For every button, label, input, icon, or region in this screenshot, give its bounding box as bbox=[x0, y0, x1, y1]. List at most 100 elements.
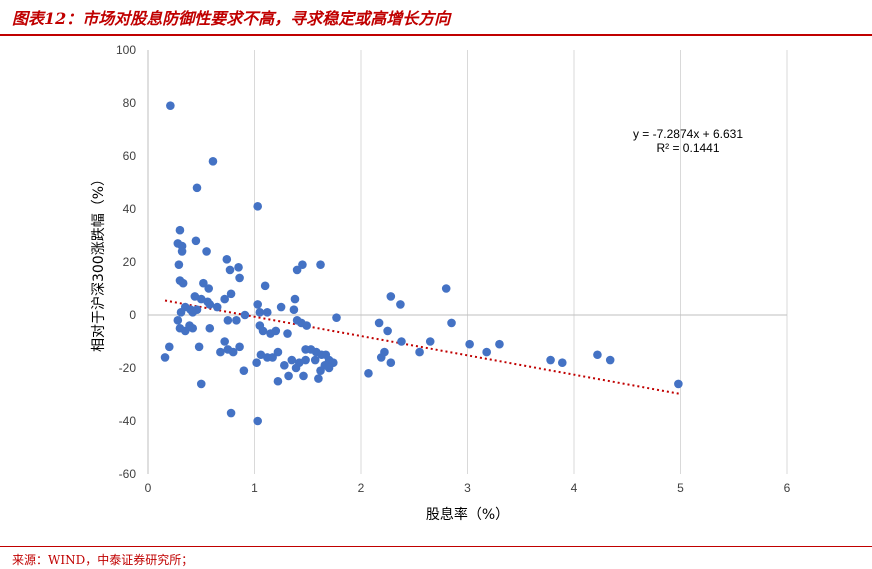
data-point bbox=[232, 316, 241, 325]
data-point bbox=[202, 247, 211, 256]
data-point bbox=[301, 345, 310, 354]
y-axis-title: 相对于沪深300涨跌幅（%） bbox=[91, 172, 107, 352]
y-tick-label: -60 bbox=[119, 467, 137, 481]
data-point bbox=[316, 260, 325, 269]
data-point bbox=[176, 308, 186, 317]
data-point bbox=[258, 326, 268, 336]
data-point bbox=[374, 318, 384, 328]
trendline bbox=[164, 299, 681, 395]
data-point bbox=[216, 347, 225, 357]
data-point bbox=[240, 310, 250, 320]
axes bbox=[147, 50, 787, 474]
data-point bbox=[415, 347, 424, 357]
data-point bbox=[465, 339, 474, 349]
data-point bbox=[441, 284, 451, 293]
data-point bbox=[299, 371, 308, 381]
data-point bbox=[301, 355, 310, 365]
data-point bbox=[291, 363, 301, 373]
data-point bbox=[283, 329, 292, 338]
x-tick-label: 4 bbox=[571, 481, 578, 495]
data-point bbox=[276, 302, 286, 312]
data-point bbox=[593, 350, 602, 360]
grid-lines bbox=[254, 50, 788, 474]
data-point bbox=[287, 355, 297, 365]
data-point bbox=[386, 358, 396, 368]
data-point bbox=[166, 101, 175, 110]
data-point bbox=[192, 183, 202, 193]
y-tick-label: -40 bbox=[119, 414, 137, 428]
data-point bbox=[290, 294, 300, 304]
x-axis-title: 股息率（%） bbox=[426, 506, 509, 523]
data-point bbox=[447, 318, 456, 328]
data-point bbox=[204, 284, 214, 293]
tick-labels: 0 1 2 3 4 5 6 -60 -40 -20 0 20 40 60 80 100 bbox=[116, 43, 791, 495]
chart-figure-title: 图表12：市场对股息防御性要求不高，寻求稳定或高增长方向 bbox=[12, 9, 451, 28]
data-point bbox=[364, 369, 373, 378]
trendline-layer bbox=[164, 299, 681, 395]
data-point bbox=[177, 247, 187, 256]
data-point bbox=[160, 353, 170, 362]
y-tick-label: 60 bbox=[123, 149, 137, 163]
x-tick-label: 6 bbox=[784, 481, 791, 495]
data-point bbox=[165, 342, 174, 352]
data-point bbox=[302, 321, 311, 330]
data-point bbox=[226, 408, 236, 418]
y-tick-label: 0 bbox=[129, 308, 136, 322]
data-point bbox=[674, 379, 683, 389]
data-point bbox=[253, 300, 262, 309]
data-point bbox=[262, 308, 272, 317]
y-tick-label: 80 bbox=[123, 96, 137, 110]
data-point bbox=[332, 313, 341, 322]
data-point bbox=[425, 337, 435, 346]
x-tick-label: 3 bbox=[464, 481, 471, 495]
data-point bbox=[396, 300, 405, 309]
data-point bbox=[273, 376, 283, 386]
data-point bbox=[205, 323, 215, 333]
data-point bbox=[225, 265, 235, 275]
data-point bbox=[324, 363, 334, 373]
y-tick-label: -20 bbox=[119, 361, 137, 375]
data-point bbox=[280, 361, 289, 370]
data-point bbox=[191, 236, 201, 246]
y-tick-label: 40 bbox=[123, 202, 137, 216]
data-point bbox=[220, 294, 229, 304]
data-point bbox=[212, 302, 222, 312]
data-point bbox=[222, 255, 232, 264]
data-point bbox=[495, 339, 504, 349]
data-point bbox=[289, 305, 299, 315]
data-point bbox=[268, 353, 277, 362]
footer-divider bbox=[0, 546, 872, 547]
data-point bbox=[316, 366, 325, 375]
data-point bbox=[260, 281, 270, 291]
data-point bbox=[255, 308, 265, 317]
data-point bbox=[223, 316, 233, 325]
data-point bbox=[256, 350, 266, 360]
data-point bbox=[310, 355, 320, 365]
y-tick-label: 100 bbox=[116, 43, 136, 57]
data-point bbox=[557, 358, 567, 368]
data-points bbox=[160, 101, 683, 426]
trendline-equation: y = -7.2874x + 6.631 bbox=[633, 127, 743, 141]
data-point bbox=[605, 355, 615, 365]
data-point bbox=[185, 321, 194, 330]
data-point bbox=[226, 289, 236, 299]
data-point bbox=[273, 347, 283, 357]
data-point bbox=[239, 366, 249, 375]
title-bar: 图表12：市场对股息防御性要求不高，寻求稳定或高增长方向 bbox=[0, 0, 872, 36]
data-point bbox=[194, 342, 204, 352]
data-point bbox=[234, 263, 243, 272]
data-point bbox=[205, 300, 215, 309]
data-point bbox=[178, 278, 188, 288]
data-point bbox=[546, 355, 555, 365]
data-point bbox=[314, 374, 323, 383]
x-tick-label: 0 bbox=[145, 481, 152, 495]
data-point bbox=[173, 316, 183, 325]
source-note: 来源：WIND，中泰证券研究所； bbox=[12, 553, 194, 567]
data-point bbox=[380, 347, 389, 357]
trendline-r-squared: R² = 0.1441 bbox=[656, 141, 719, 155]
data-point bbox=[220, 337, 229, 346]
data-point bbox=[383, 326, 392, 336]
data-point bbox=[386, 292, 396, 301]
x-tick-label: 5 bbox=[677, 481, 684, 495]
data-point bbox=[196, 379, 206, 389]
